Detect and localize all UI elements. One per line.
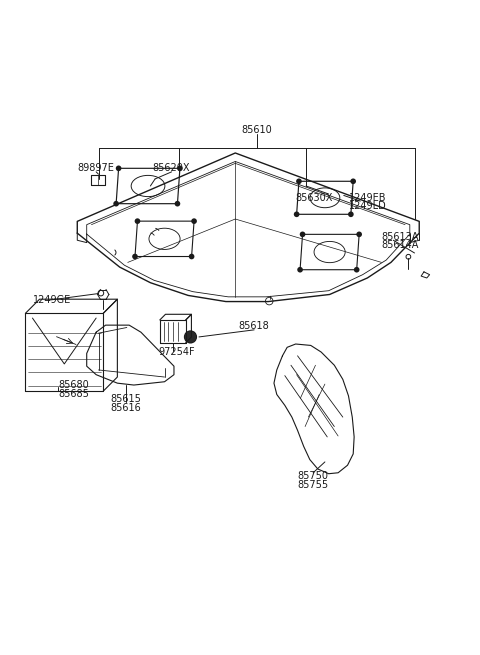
Circle shape	[185, 331, 196, 343]
Circle shape	[191, 218, 197, 224]
Text: 85616: 85616	[110, 403, 141, 413]
Circle shape	[356, 231, 362, 237]
Text: 97254F: 97254F	[158, 347, 194, 357]
Circle shape	[300, 231, 305, 237]
Text: 85680: 85680	[59, 380, 89, 390]
Text: 89897E: 89897E	[78, 163, 115, 173]
Text: 85630X: 85630X	[296, 193, 333, 203]
Text: 1249LD: 1249LD	[348, 201, 386, 211]
Circle shape	[113, 201, 119, 206]
Circle shape	[184, 330, 197, 343]
Text: 85610: 85610	[241, 125, 272, 136]
Text: 85615: 85615	[110, 394, 141, 404]
Text: 85618: 85618	[239, 321, 270, 331]
Text: 85620X: 85620X	[153, 163, 191, 173]
Circle shape	[348, 212, 354, 217]
Circle shape	[350, 178, 356, 184]
Text: 85614A: 85614A	[382, 240, 419, 250]
Text: 85613A: 85613A	[382, 232, 419, 242]
Circle shape	[297, 267, 303, 272]
Circle shape	[354, 267, 360, 272]
Text: 85755: 85755	[298, 479, 329, 489]
Circle shape	[175, 201, 180, 206]
Circle shape	[296, 178, 302, 184]
Text: 1249EB: 1249EB	[348, 193, 386, 203]
Circle shape	[132, 253, 138, 259]
Circle shape	[116, 166, 121, 171]
Text: 85685: 85685	[59, 388, 89, 398]
Circle shape	[177, 166, 183, 171]
Circle shape	[294, 212, 300, 217]
Circle shape	[135, 218, 140, 224]
Text: 1249GE: 1249GE	[34, 295, 72, 305]
Text: 85750: 85750	[298, 471, 329, 481]
Circle shape	[189, 253, 194, 259]
